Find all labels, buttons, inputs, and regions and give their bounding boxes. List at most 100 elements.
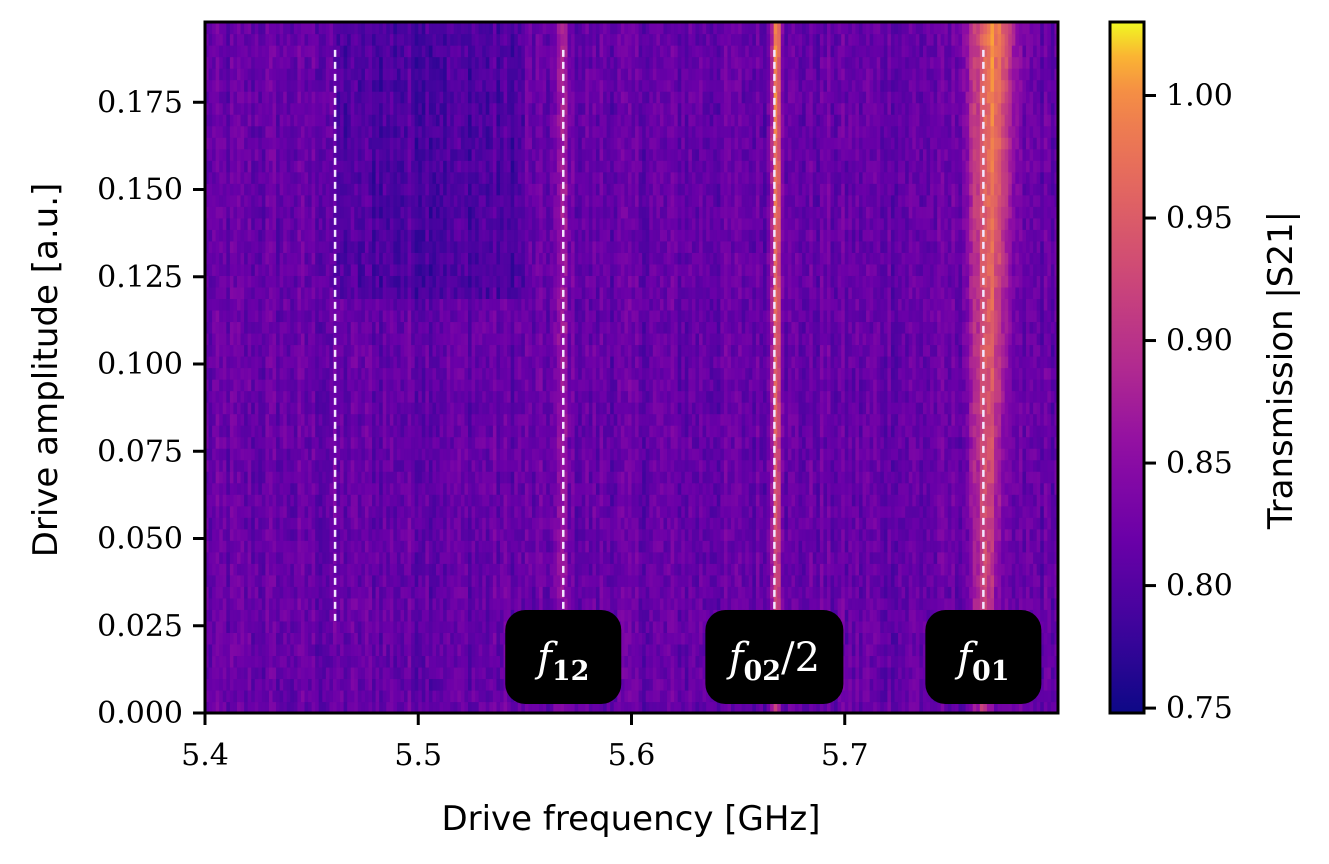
heatmap-cell	[347, 482, 352, 495]
heatmap-cell	[482, 482, 487, 495]
heatmap-cell	[592, 551, 597, 564]
heatmap-cell	[244, 563, 249, 576]
heatmap-cell	[254, 586, 259, 599]
heatmap-cell	[382, 482, 387, 495]
heatmap-cell	[763, 574, 768, 587]
heatmap-cell	[898, 655, 903, 668]
heatmap-cell	[407, 563, 412, 576]
heatmap-cell	[777, 528, 782, 541]
heatmap-cell	[350, 494, 355, 507]
heatmap-cell	[983, 528, 988, 541]
heatmap-cell	[421, 563, 426, 576]
heatmap-cell	[727, 563, 732, 576]
heatmap-cell	[677, 563, 682, 576]
heatmap-cell	[343, 505, 348, 518]
heatmap-cell	[244, 701, 249, 713]
heatmap-cell	[620, 620, 625, 633]
heatmap-cell	[784, 574, 789, 587]
heatmap-cell	[773, 540, 778, 553]
heatmap-cell	[468, 482, 473, 495]
heatmap-cell	[396, 620, 402, 633]
heatmap-cell	[539, 471, 544, 484]
heatmap-cell	[226, 586, 231, 599]
heatmap-cell	[1047, 586, 1052, 599]
heatmap-cell	[965, 517, 970, 530]
heatmap-cell	[347, 620, 352, 633]
heatmap-cell	[300, 517, 306, 530]
heatmap-cell	[1004, 597, 1009, 610]
heatmap-cell	[535, 517, 540, 530]
heatmap-cell	[627, 586, 633, 599]
heatmap-cell	[592, 528, 597, 541]
heatmap-cell	[723, 597, 729, 610]
heatmap-cell	[645, 620, 650, 633]
heatmap-cell	[297, 701, 302, 713]
heatmap-cell	[208, 643, 213, 657]
heatmap-cell	[922, 643, 928, 657]
heatmap-cell	[869, 678, 874, 691]
heatmap-cell	[652, 632, 657, 645]
heatmap-cell	[212, 643, 217, 657]
heatmap-cell	[699, 551, 704, 564]
heatmap-cell	[340, 505, 345, 518]
heatmap-cell	[823, 540, 828, 553]
heatmap-cell	[1018, 505, 1024, 518]
heatmap-cell	[731, 494, 736, 507]
heatmap-cell	[364, 678, 370, 691]
heatmap-cell	[407, 494, 412, 507]
heatmap-cell	[268, 471, 274, 484]
heatmap-cell	[404, 482, 409, 495]
heatmap-cell	[286, 471, 291, 484]
heatmap-cell	[265, 655, 270, 668]
heatmap-cell	[1043, 574, 1048, 587]
heatmap-cell	[898, 632, 903, 645]
heatmap-cell	[883, 655, 888, 668]
heatmap-cell	[798, 494, 803, 507]
heatmap-cell	[677, 609, 682, 622]
heatmap-cell	[681, 678, 686, 691]
heatmap-cell	[254, 655, 259, 668]
heatmap-cell	[812, 563, 817, 576]
heatmap-cell	[393, 551, 398, 564]
heatmap-cell	[599, 701, 604, 713]
heatmap-cell	[308, 574, 313, 587]
heatmap-cell	[684, 678, 689, 691]
heatmap-cell	[347, 597, 352, 610]
heatmap-cell	[645, 494, 650, 507]
heatmap-cell	[659, 482, 665, 495]
heatmap-cell	[322, 482, 327, 495]
heatmap-cell	[468, 586, 473, 599]
heatmap-cell	[283, 655, 288, 668]
heatmap-cell	[496, 632, 501, 645]
heatmap-cell	[723, 540, 729, 553]
heatmap-cell	[1054, 689, 1058, 703]
heatmap-cell	[407, 540, 412, 553]
heatmap-cell	[460, 643, 466, 657]
heatmap-cell	[439, 494, 444, 507]
heatmap-cell	[649, 517, 654, 530]
heatmap-cell	[1036, 609, 1041, 622]
heatmap-cell	[972, 494, 977, 507]
heatmap-cell	[411, 586, 416, 599]
heatmap-cell	[969, 563, 974, 576]
heatmap-cell	[915, 666, 920, 680]
heatmap-cell	[471, 655, 476, 668]
heatmap-cell	[393, 689, 398, 703]
heatmap-cell	[489, 563, 494, 576]
heatmap-cell	[304, 643, 309, 657]
heatmap-cell	[585, 540, 590, 553]
heatmap-cell	[642, 494, 647, 507]
heatmap-cell	[212, 528, 217, 541]
heatmap-cell	[588, 597, 593, 610]
heatmap-cell	[261, 666, 267, 680]
heatmap-cell	[862, 528, 867, 541]
heatmap-cell	[379, 528, 384, 541]
heatmap-cell	[254, 701, 259, 713]
heatmap-cell	[844, 586, 849, 599]
heatmap-cell	[276, 517, 281, 530]
heatmap-cell	[823, 528, 828, 541]
heatmap-cell	[919, 643, 924, 657]
heatmap-cell	[521, 574, 526, 587]
heatmap-cell	[212, 597, 217, 610]
heatmap-cell	[453, 574, 458, 587]
